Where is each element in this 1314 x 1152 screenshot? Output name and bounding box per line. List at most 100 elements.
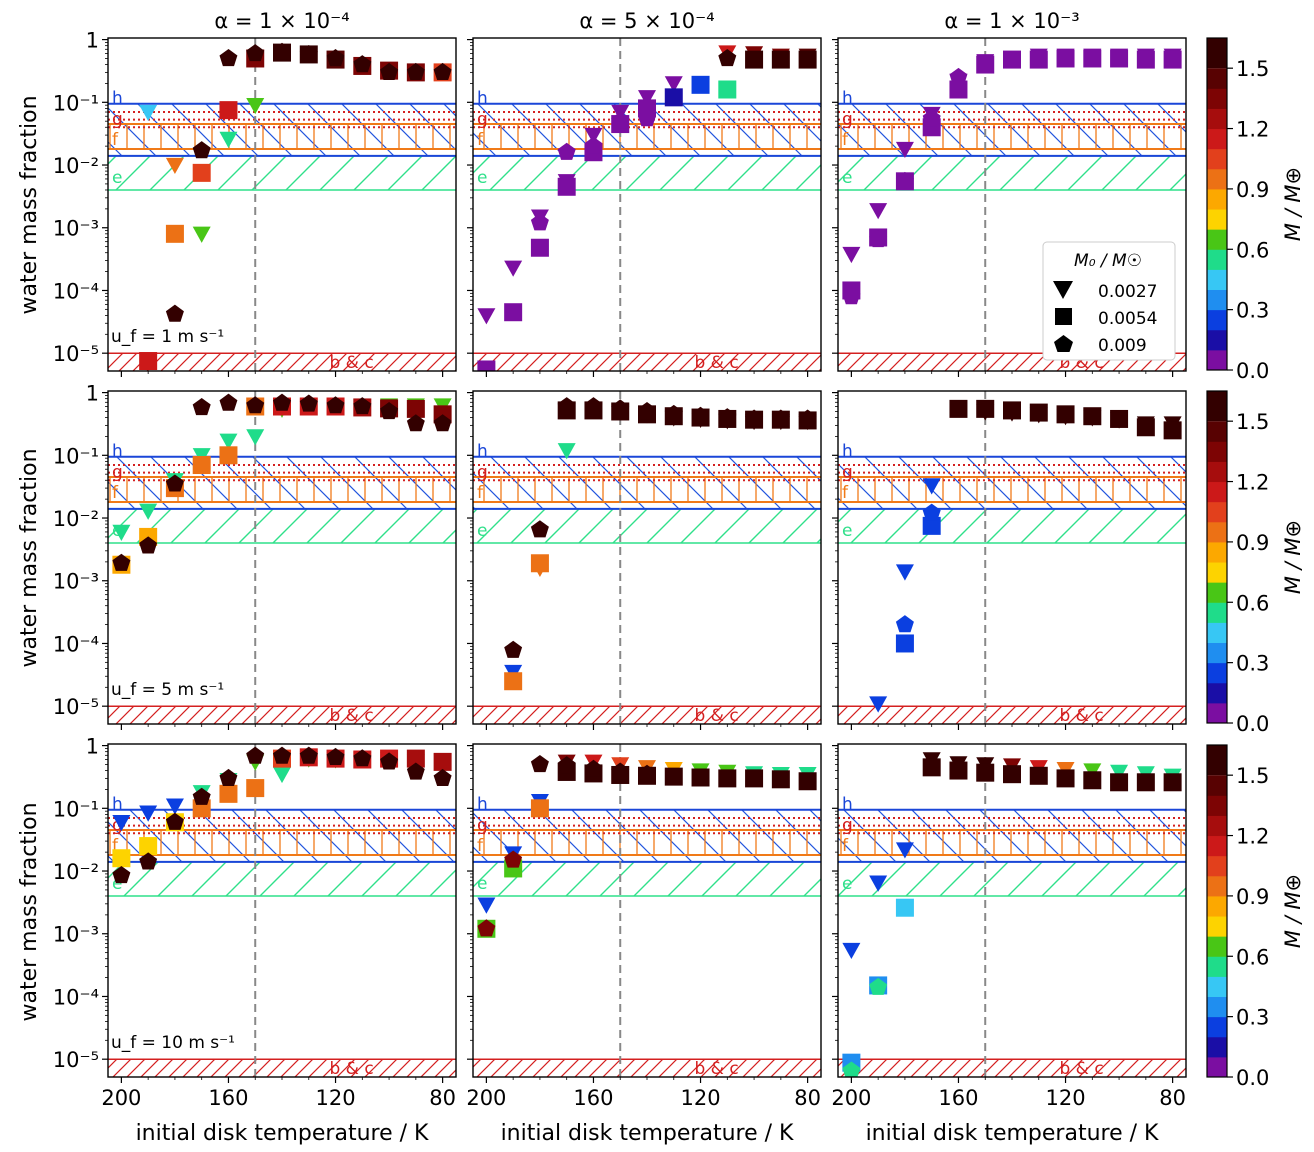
x-tick-label: 120 (315, 1086, 355, 1110)
colorbar-segment (1207, 795, 1227, 816)
marker-pentagon (611, 399, 630, 417)
band-b-and-c (108, 1059, 456, 1077)
colorbar-row-1: 1.5 1.2 0.9 0.6 0.3 0.0 M / M⊕ (1206, 37, 1305, 383)
colorbar-label: M / M⊕ (1281, 874, 1305, 948)
velocity-annotation: u_f = 1 m s⁻¹ (111, 327, 224, 347)
colorbar-tick-label: 0.3 (1236, 299, 1269, 323)
colorbar-frame (1206, 390, 1228, 724)
band-label-h: h (112, 442, 123, 462)
marker-triangle (192, 226, 211, 243)
marker-pentagon (380, 62, 399, 80)
x-tick-label: 120 (1045, 1086, 1085, 1110)
marker-square (246, 779, 265, 798)
x-tick-label: 80 (794, 1086, 821, 1110)
marker-pentagon (433, 414, 452, 432)
colorbar-segment (1207, 936, 1227, 957)
band-e (473, 861, 821, 896)
marker-pentagon (530, 520, 549, 538)
band-label-b-and-c: b & c (329, 706, 373, 726)
band-label-g: g (477, 463, 488, 483)
colorbar-segment (1207, 682, 1227, 704)
band-label-f: f (842, 483, 849, 503)
band-label-f: f (477, 483, 484, 503)
colorbar-segment (1207, 441, 1227, 462)
marker-pentagon (638, 402, 656, 420)
colorbar-label: M / M⊕ (1281, 167, 1305, 241)
marker-square (664, 88, 683, 107)
band-label-b-and-c: b & c (1059, 706, 1103, 726)
marker-pentagon (611, 762, 630, 780)
colorbar-segment (1207, 956, 1227, 977)
colorbar-tick-label: 0.6 (1236, 591, 1269, 615)
marker-square (664, 767, 683, 786)
band-b-and-c (108, 353, 456, 371)
marker-square (798, 772, 817, 791)
marker-square (406, 749, 425, 768)
marker-pentagon (406, 62, 425, 80)
marker-square (949, 80, 968, 99)
colorbar-tick-label: 0.9 (1236, 178, 1269, 202)
marker-square (691, 768, 710, 787)
colorbar-frame (1206, 37, 1228, 371)
marker-pentagon (219, 49, 238, 67)
marker-pentagon (584, 397, 603, 415)
velocity-annotation: u_f = 10 m s⁻¹ (111, 1033, 235, 1053)
marker-square (895, 634, 914, 653)
colorbar-tick-label: 0.0 (1236, 1066, 1269, 1090)
marker-triangle (165, 798, 184, 815)
legend-label-0027: 0.0027 (1098, 282, 1157, 302)
marker-square (922, 516, 941, 535)
marker-square (1136, 418, 1155, 437)
marker-pentagon (112, 553, 131, 571)
band-label-b-and-c: b & c (329, 353, 373, 373)
marker-pentagon (112, 866, 131, 884)
band-label-f: f (112, 130, 119, 150)
marker-pentagon (530, 755, 549, 773)
band-b-and-c (108, 706, 456, 724)
band-label-e: e (842, 168, 852, 188)
band-b-and-c (473, 353, 821, 371)
marker-triangle (922, 478, 941, 495)
marker-pentagon (718, 49, 737, 67)
panel-frame (107, 743, 457, 1078)
marker-square (1003, 401, 1021, 420)
colorbar-segment (1207, 38, 1227, 69)
marker-square (1136, 773, 1155, 792)
band-b-and-c (473, 706, 821, 724)
band-label-g: g (112, 110, 123, 130)
marker-square (530, 238, 549, 257)
colorbar-segment (1207, 421, 1227, 442)
y-tick-label: 10⁻⁵ (53, 1048, 99, 1072)
marker-pentagon (165, 812, 184, 830)
marker-triangle (504, 260, 523, 277)
marker-square (1110, 773, 1129, 792)
colorbar-tick-label: 1.5 (1236, 57, 1269, 81)
colorbar-tick-label: 0.9 (1236, 885, 1269, 909)
marker-square (1110, 49, 1129, 68)
marker-pentagon (353, 397, 372, 415)
marker-pentagon (139, 536, 158, 554)
marker-square (504, 672, 523, 691)
band-label-g: g (477, 110, 488, 130)
marker-triangle (869, 696, 888, 713)
marker-square (530, 799, 549, 818)
marker-square (1083, 407, 1102, 426)
band-label-g: g (112, 816, 123, 836)
marker-pentagon (771, 409, 790, 427)
colorbar-segment (1207, 289, 1227, 311)
band-label-g: g (842, 816, 853, 836)
band-label-g: g (112, 463, 123, 483)
marker-square (1056, 769, 1075, 788)
colorbar-tick-label: 0.6 (1236, 945, 1269, 969)
marker-pentagon (353, 55, 372, 73)
marker-square (771, 770, 790, 789)
x-axis-label-col-3: initial disk temperature / K (866, 1121, 1159, 1146)
band-e (108, 155, 456, 190)
panel-frame (107, 390, 457, 725)
marker-triangle (477, 897, 496, 914)
marker-pentagon (664, 404, 683, 422)
